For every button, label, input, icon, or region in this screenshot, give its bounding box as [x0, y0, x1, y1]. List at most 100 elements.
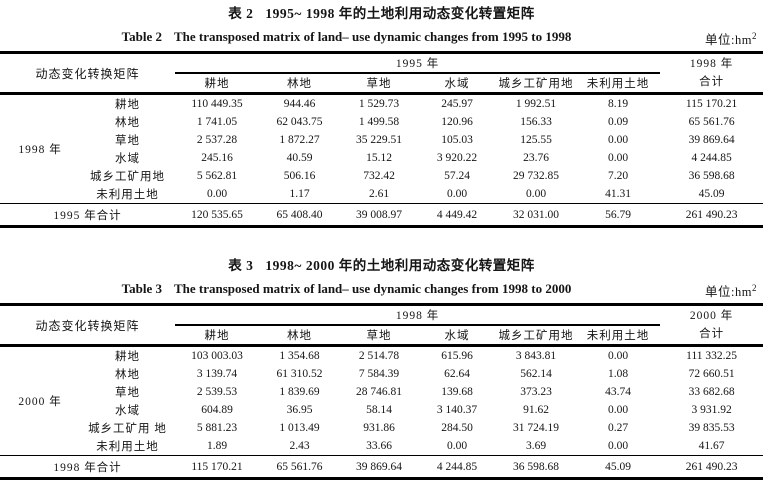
total-value-cell: 32 031.00 — [496, 203, 577, 227]
total-value-cell: 45.09 — [576, 455, 661, 479]
table3-caption-en: Table 3 The transposed matrix of land– us… — [0, 280, 763, 299]
value-cell: 105.03 — [441, 134, 473, 146]
total-value-cell: 65 408.40 — [259, 203, 341, 227]
value-cell: 1 741.05 — [196, 116, 238, 128]
value-cell: 45.09 — [698, 188, 725, 200]
value-cell: 0.00 — [607, 350, 629, 362]
table3-caption-en-text: The transposed matrix of land– use dynam… — [173, 281, 572, 296]
value-cell: 8.19 — [607, 98, 629, 110]
table-row: 林地 3 139.74 61 310.52 7 584.39 62.64 562.14 1.… — [0, 365, 763, 383]
row-label: 未利用土地 — [96, 441, 159, 453]
value-cell: 156.33 — [520, 116, 552, 128]
value-cell: 1.08 — [607, 368, 629, 380]
corner-header: 动态变化转换矩阵 — [0, 52, 176, 95]
total-column-label: 合计 — [699, 328, 725, 340]
table2-body: 1998 年 耕地 110 449.35 944.46 1 529.73 245.97 1 … — [0, 94, 763, 204]
table-row: 水域 604.89 36.95 58.14 3 140.37 91.62 0.00 3 931… — [0, 401, 763, 419]
column-header: 草地 — [340, 325, 419, 347]
value-cell: 57.24 — [444, 170, 470, 182]
value-cell: 120.96 — [441, 116, 473, 128]
value-cell: 103 003.03 — [191, 350, 243, 362]
value-cell: 284.50 — [441, 422, 473, 434]
table-row: 城乡工矿用 地 5 881.23 1 013.49 931.86 284.50 31 72… — [0, 419, 763, 437]
total-value-cell: 4 449.42 — [418, 203, 497, 227]
value-cell: 944.46 — [283, 98, 316, 110]
value-cell: 3 931.92 — [691, 404, 732, 416]
value-cell: 62.64 — [444, 368, 470, 380]
value-cell: 373.23 — [520, 386, 552, 398]
column-header: 草地 — [340, 73, 419, 95]
value-cell: 931.86 — [363, 422, 395, 434]
table3-header: 动态变化转换矩阵 1998 年 2000 年 合计 耕地 林地 草地 水域 城乡工矿用地… — [0, 304, 763, 347]
table3-caption-zh-label: 表 3 — [228, 258, 254, 273]
total-column-label: 合计 — [699, 76, 725, 88]
value-cell: 615.96 — [441, 350, 473, 362]
value-cell: 43.74 — [605, 386, 631, 398]
value-cell: 1 354.68 — [279, 350, 320, 362]
value-cell: 1 499.58 — [358, 116, 400, 128]
total-value-cell: 36 598.68 — [496, 455, 577, 479]
column-header: 林地 — [259, 73, 341, 95]
value-cell: 110 449.35 — [191, 98, 243, 110]
value-cell: 23.76 — [523, 152, 549, 164]
value-cell: 245.16 — [201, 152, 233, 164]
total-column-year: 2000 年 — [689, 310, 734, 322]
value-cell: 61 310.52 — [276, 368, 323, 380]
column-header: 未利用土地 — [576, 325, 661, 347]
value-cell: 39 835.53 — [688, 422, 735, 434]
total-column-header: 1998 年 合计 — [660, 52, 763, 95]
value-cell: 3 843.81 — [515, 350, 557, 362]
column-header: 水域 — [418, 73, 497, 95]
value-cell: 1 529.73 — [358, 98, 400, 110]
column-header: 耕地 — [175, 73, 260, 95]
table-row: 林地 1 741.05 62 043.75 1 499.58 120.96 156.33 0… — [0, 113, 763, 131]
value-cell: 604.89 — [201, 404, 233, 416]
row-label: 耕地 — [115, 99, 140, 111]
table-row: 城乡工矿用地 5 562.81 506.16 732.42 57.24 29 732.85… — [0, 167, 763, 185]
table2-caption-en: Table 2 The transposed matrix of land– us… — [0, 28, 763, 47]
span-year-header: 1995 年 — [175, 52, 661, 74]
value-cell: 115 170.21 — [685, 98, 738, 110]
total-value-cell: 65 561.76 — [259, 455, 341, 479]
table2-header: 动态变化转换矩阵 1995 年 1998 年 合计 耕地 林地 草地 水域 城乡工矿用地… — [0, 52, 763, 95]
value-cell: 506.16 — [283, 170, 316, 182]
row-label: 草地 — [115, 387, 140, 399]
row-label: 城乡工矿用地 — [90, 171, 165, 183]
table-row: 未利用土地 1.89 2.43 33.66 0.00 3.69 0.00 41.67 — [0, 437, 763, 456]
table2-caption-zh-text: 1995~ 1998 年的土地利用动态变化转置矩阵 — [265, 6, 535, 21]
value-cell: 4 244.85 — [691, 152, 732, 164]
value-cell: 111 332.25 — [686, 350, 738, 362]
row-label: 林地 — [115, 117, 140, 129]
table3-caption-en-label: Table 3 — [121, 281, 162, 296]
row-label: 水域 — [115, 405, 140, 417]
value-cell: 0.00 — [607, 134, 629, 146]
value-cell: 0.09 — [607, 116, 629, 128]
column-header: 水域 — [418, 325, 497, 347]
total-column-header: 2000 年 合计 — [660, 304, 763, 347]
column-header: 林地 — [259, 325, 341, 347]
table2-caption-zh-label: 表 2 — [228, 6, 254, 21]
value-cell: 0.00 — [446, 440, 468, 452]
value-cell: 15.12 — [366, 152, 392, 164]
value-cell: 28 746.81 — [356, 386, 403, 398]
table2-section: 表 2 1995~ 1998 年的土地利用动态变化转置矩阵 Table 2 The … — [0, 6, 763, 228]
transition-matrix-table-1998-2000: 动态变化转换矩阵 1998 年 2000 年 合计 耕地 林地 草地 水域 城乡工矿用地… — [0, 303, 763, 480]
total-value-cell: 39 869.64 — [340, 455, 419, 479]
value-cell: 245.97 — [441, 98, 473, 110]
total-column-year: 1998 年 — [689, 58, 734, 70]
value-cell: 40.59 — [286, 152, 313, 164]
unit-superscript: 2 — [752, 283, 757, 293]
value-cell: 7 584.39 — [358, 368, 400, 380]
row-label: 耕地 — [115, 351, 140, 363]
table3-footer: 1998 年合计 115 170.21 65 561.76 39 869.64 4 24… — [0, 455, 763, 479]
table3-body: 2000 年 耕地 103 003.03 1 354.68 2 514.78 615.96… — [0, 346, 763, 456]
row-label: 城乡工矿用 地 — [88, 423, 167, 435]
unit-superscript: 2 — [752, 31, 757, 41]
value-cell: 41.31 — [605, 188, 631, 200]
total-value-cell: 120 535.65 — [175, 203, 260, 227]
table3-caption-zh: 表 3 1998~ 2000 年的土地利用动态变化转置矩阵 — [0, 258, 763, 274]
table2-caption-en-label: Table 2 — [121, 29, 162, 44]
value-cell: 33 682.68 — [688, 386, 735, 398]
value-cell: 0.00 — [206, 188, 228, 200]
value-cell: 31 724.19 — [513, 422, 560, 434]
